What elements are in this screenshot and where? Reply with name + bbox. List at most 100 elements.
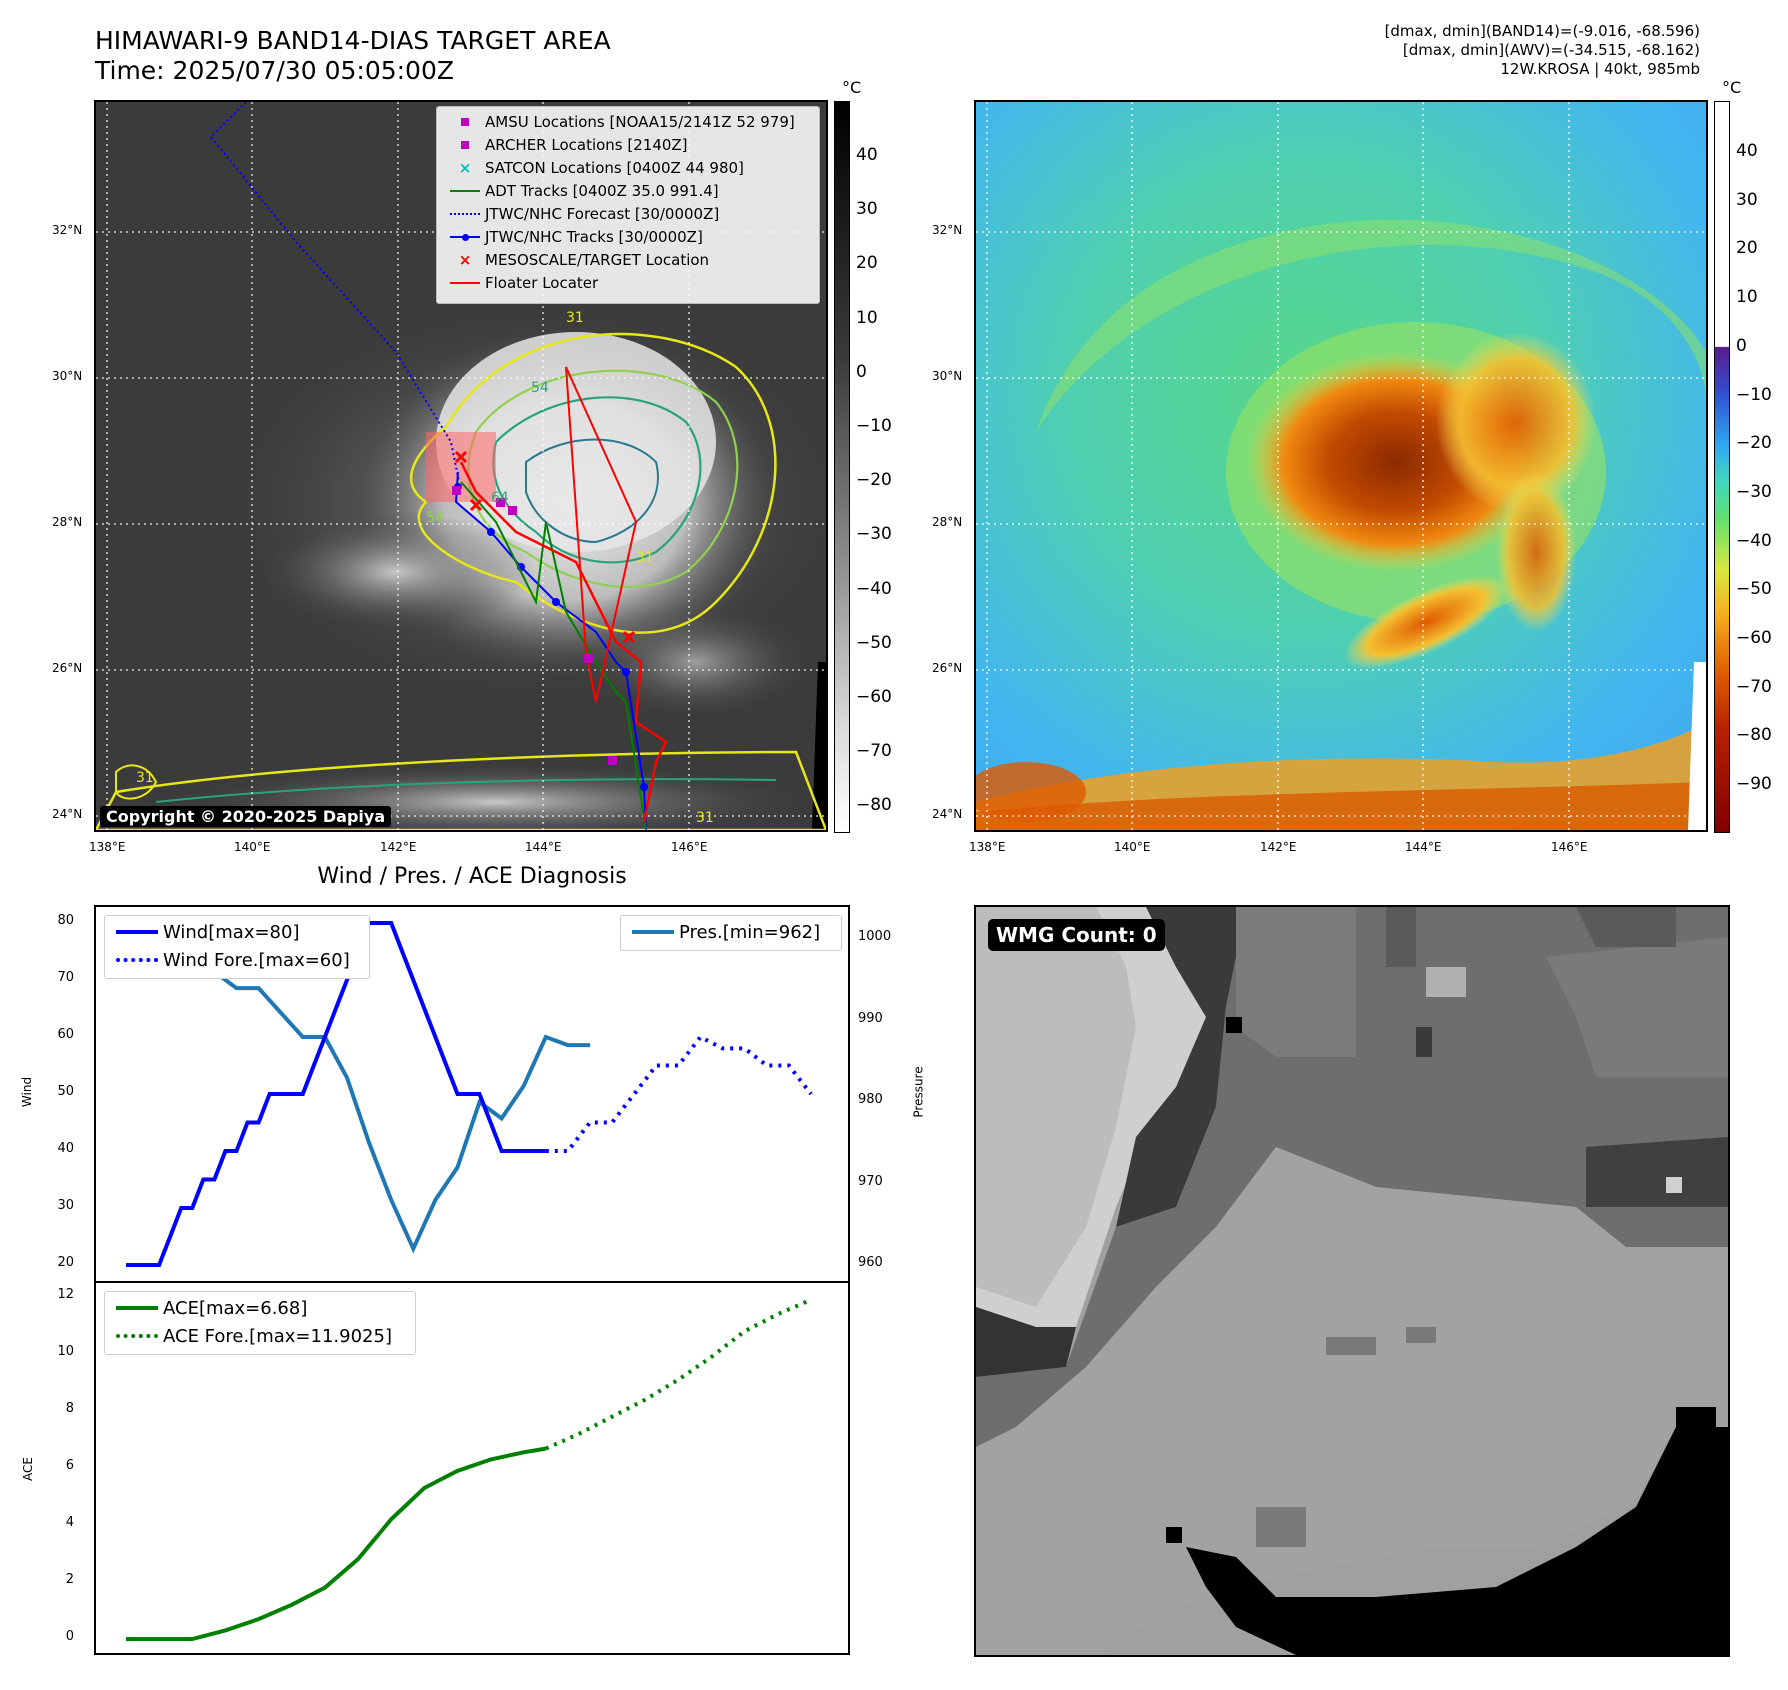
pressure-tick-label: 990 (858, 1010, 883, 1026)
lon-label: 144°E (525, 840, 562, 854)
contour-label: 31 (636, 550, 654, 566)
lat-label: 30°N (932, 369, 963, 383)
wind-forecast-series-line (545, 1034, 813, 1153)
lon-label: 138°E (969, 840, 1006, 854)
gray-colorbar-tick: 40 (856, 145, 878, 165)
gray-colorbar-tick: 20 (856, 253, 878, 274)
title-line-1: HIMAWARI-9 BAND14-DIAS TARGET AREA (95, 26, 611, 55)
ace-forecast-series-line (544, 1297, 812, 1451)
lon-label: 142°E (1260, 840, 1297, 854)
ace-tick-label: 4 (65, 1515, 74, 1530)
lon-label: 144°E (1405, 840, 1442, 854)
wmg-count-badge: WMG Count: 0 (988, 919, 1165, 951)
ace-legend: ACE[max=6.68] ACE Fore.[max=11.9025] (104, 1291, 416, 1355)
legend-item-ace-forecast: ACE Fore.[max=11.9025] (111, 1322, 392, 1350)
legend-item-pressure: Pres.[min=962] (627, 918, 820, 946)
lon-label: 138°E (89, 840, 126, 854)
wind-tick-label: 80 (57, 913, 74, 928)
gray-colorbar-tick: −50 (856, 632, 892, 653)
chart-title: HIMAWARI-9 BAND14-DIAS TARGET AREA Time:… (95, 26, 611, 86)
line-dot-icon (445, 233, 485, 241)
pressure-legend: Pres.[min=962] (620, 915, 842, 951)
info-block: [dmax, dmin](BAND14)=(-9.016, -68.596) [… (1385, 22, 1700, 79)
lon-label: 140°E (1114, 840, 1151, 854)
color-colorbar-tick: −60 (1736, 628, 1772, 648)
legend-item-wind: Wind[max=80] (111, 918, 300, 946)
lat-label: 32°N (52, 223, 83, 237)
wind-tick-label: 60 (57, 1027, 74, 1042)
ace-tick-label: 12 (57, 1287, 74, 1302)
legend-item-jtwc-forecast: JTWC/NHC Forecast [30/0000Z] (445, 203, 719, 225)
ace-plot: ACE[max=6.68] ACE Fore.[max=11.9025] (94, 1281, 850, 1655)
gray-colorbar-tick: −60 (856, 687, 892, 707)
pressure-tick-label: 970 (858, 1173, 883, 1189)
legend-item-satcon: × SATCON Locations [0400Z 44 980] (445, 157, 744, 179)
awv-map-graphic (976, 102, 1706, 830)
legend-item-floater: Floater Locater (445, 272, 598, 294)
contour-label: 31 (136, 770, 154, 786)
wind-series-line (126, 921, 546, 1267)
lon-label: 146°E (671, 840, 708, 854)
color-colorbar-tick: 10 (1736, 287, 1758, 308)
gray-colorbar-tick: −40 (856, 578, 892, 599)
wmg-graphic (976, 907, 1728, 1655)
color-colorbar-tick: −30 (1736, 481, 1772, 502)
lon-label: 142°E (380, 840, 417, 854)
lat-label: 24°N (932, 807, 963, 821)
line-icon (445, 282, 485, 284)
color-colorbar-tick: −90 (1736, 774, 1772, 795)
wind-pressure-plot: Wind[max=80] Wind Fore.[max=60] Pres.[mi… (94, 905, 850, 1283)
wind-tick-label: 20 (57, 1255, 74, 1270)
gray-colorbar-tick: 0 (856, 361, 867, 382)
color-colorbar-tick: −20 (1736, 433, 1772, 454)
legend-item-amsu: AMSU Locations [NOAA15/2141Z 52 979] (445, 111, 795, 133)
diagnosis-title: Wind / Pres. / ACE Diagnosis (317, 864, 627, 889)
lat-label: 28°N (52, 515, 83, 529)
wind-tick-label: 30 (57, 1198, 74, 1213)
lat-label: 28°N (932, 515, 963, 529)
line-icon (111, 930, 163, 934)
ir-satellite-map: 31 54 64 31 31 31 54 AMSU Locations [NOA… (94, 100, 828, 832)
contour-label: 31 (566, 310, 584, 326)
info-line-3: 12W.KROSA | 40kt, 985mb (1500, 60, 1700, 78)
lat-label: 24°N (52, 807, 83, 821)
legend-item-adt: ADT Tracks [0400Z 35.0 991.4] (445, 180, 719, 202)
color-colorbar-tick: 40 (1736, 141, 1758, 161)
lon-label: 140°E (234, 840, 271, 854)
wind-legend: Wind[max=80] Wind Fore.[max=60] (104, 915, 370, 979)
dotted-line-icon (111, 1334, 163, 1338)
legend-item-jtwc-tracks: JTWC/NHC Tracks [30/0000Z] (445, 226, 703, 248)
ace-tick-label: 6 (65, 1458, 74, 1473)
legend-item-ace: ACE[max=6.68] (111, 1294, 307, 1322)
lat-label: 32°N (932, 223, 963, 237)
gray-colorbar-tick: −30 (856, 524, 892, 545)
gray-colorbar (834, 101, 850, 833)
color-colorbar (1714, 101, 1730, 833)
color-colorbar-tick: −70 (1736, 676, 1772, 697)
ace-tick-label: 8 (65, 1401, 74, 1416)
pressure-axis-label: Pressure (911, 1066, 926, 1118)
contour-label: 54 (426, 510, 444, 526)
ace-graphic (126, 1297, 812, 1641)
copyright-label: Copyright © 2020-2025 Dapiya (100, 806, 392, 827)
ace-tick-label: 10 (57, 1344, 74, 1359)
contour-label: 64 (491, 490, 509, 506)
pressure-tick-label: 980 (858, 1092, 883, 1108)
color-colorbar-tick: −40 (1736, 530, 1772, 551)
dotted-line-icon (445, 213, 485, 215)
legend-item-archer: ARCHER Locations [2140Z] (445, 134, 688, 156)
ace-series-line (126, 1446, 547, 1641)
color-colorbar-tick: 30 (1736, 189, 1758, 210)
ace-tick-label: 0 (65, 1629, 74, 1644)
wind-tick-label: 40 (57, 1141, 74, 1156)
color-colorbar-tick: −50 (1736, 579, 1772, 600)
line-icon (445, 190, 485, 192)
line-icon (627, 930, 679, 934)
ace-axis-label: ACE (20, 1457, 35, 1481)
gray-colorbar-tick: −70 (856, 741, 892, 762)
legend-item-wind-forecast: Wind Fore.[max=60] (111, 946, 350, 974)
dotted-line-icon (111, 958, 163, 962)
ace-tick-label: 2 (65, 1572, 74, 1587)
square-marker-icon (445, 141, 485, 149)
lat-label: 30°N (52, 369, 83, 383)
